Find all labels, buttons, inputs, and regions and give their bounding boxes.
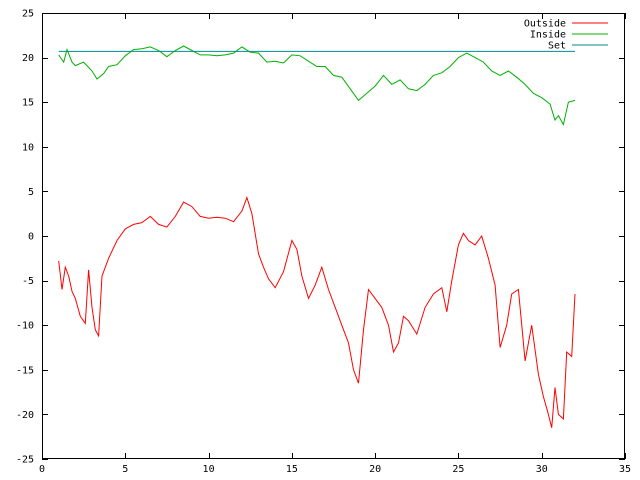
y-tick-label: 10 [22, 142, 34, 153]
x-tick-label: 25 [452, 464, 464, 475]
y-tick-label: 25 [22, 9, 34, 20]
y-tick-label: -20 [16, 410, 34, 421]
y-tick-label: -25 [16, 455, 34, 466]
y-tick-label: 5 [28, 187, 34, 198]
series-lines [58, 45, 576, 428]
series-line-inside [58, 45, 576, 126]
legend-label-set: Set [548, 41, 566, 52]
series-line-outside [58, 196, 576, 428]
plot-frame [42, 13, 625, 459]
x-tick-label: 20 [369, 464, 381, 475]
y-tick-label: -5 [22, 276, 34, 287]
x-tick-label: 0 [39, 464, 45, 475]
x-tick-label: 30 [536, 464, 548, 475]
x-tick-label: 15 [286, 464, 298, 475]
y-tick-label: -15 [16, 365, 34, 376]
y-tick-label: 0 [28, 232, 34, 243]
x-tick-label: 5 [122, 464, 128, 475]
y-tick-label: 15 [22, 98, 34, 109]
x-tick-label: 35 [619, 464, 631, 475]
legend-label-outside: Outside [524, 19, 566, 30]
axis-tick-labels: 0 5 10 15 20 25 30 35 -25 -20 -15 -10 -5 0 5 10 15 20 25 [16, 9, 631, 476]
y-tick-label: -10 [16, 321, 34, 332]
axis-ticks [42, 13, 626, 460]
legend-label-inside: Inside [530, 30, 566, 41]
y-tick-label: 20 [22, 53, 34, 64]
x-tick-label: 10 [203, 464, 215, 475]
